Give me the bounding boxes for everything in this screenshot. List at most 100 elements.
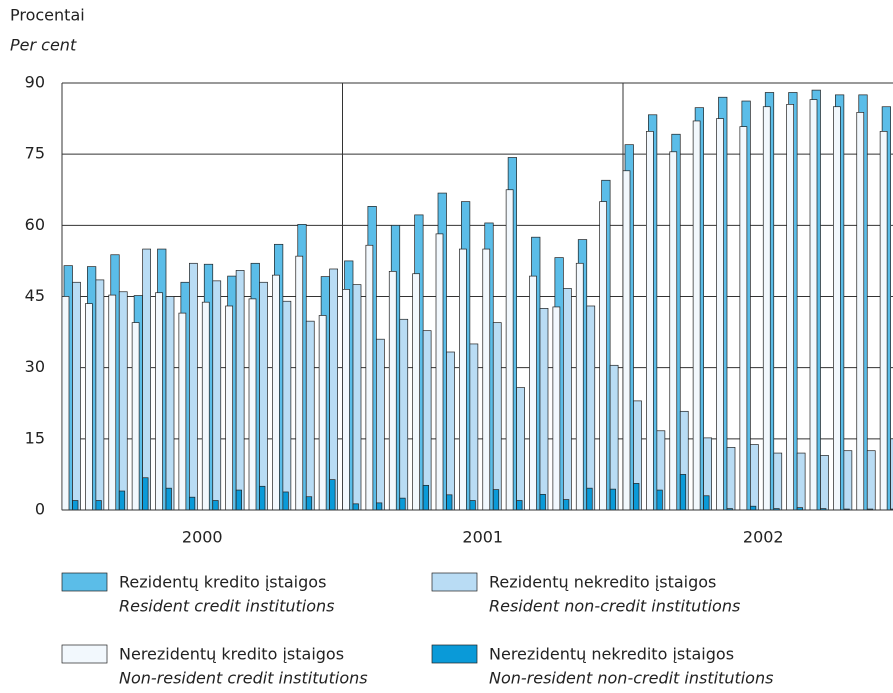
bar <box>282 491 289 511</box>
bar <box>646 131 654 511</box>
bar <box>879 131 888 511</box>
bar <box>342 289 350 511</box>
bar <box>212 280 222 511</box>
bar <box>516 500 523 511</box>
bar <box>189 496 196 511</box>
bar <box>750 444 759 511</box>
bar <box>108 294 117 511</box>
bar <box>365 244 374 511</box>
bar <box>762 106 771 511</box>
bar <box>833 106 841 511</box>
bar <box>235 489 242 511</box>
bar <box>305 320 315 511</box>
bar <box>669 151 678 511</box>
bar <box>118 490 126 511</box>
legend-swatch <box>61 572 108 592</box>
bar <box>295 255 304 511</box>
legend-label-en: Non-resident credit institutions <box>119 669 368 688</box>
bar <box>866 450 876 511</box>
bar <box>459 248 467 511</box>
y-tick-label: 0 <box>35 500 45 519</box>
bar <box>201 301 210 511</box>
bar <box>599 201 607 511</box>
bar <box>575 262 584 511</box>
bar <box>435 233 444 511</box>
bar <box>469 343 479 511</box>
bar <box>399 497 406 511</box>
bar <box>586 305 596 511</box>
bar <box>259 485 266 511</box>
bar <box>376 338 385 511</box>
legend-label-en: Resident non-credit institutions <box>489 597 740 616</box>
bar <box>716 118 724 511</box>
legend-label: Nerezidentų kredito įstaigos <box>119 645 344 664</box>
bar <box>505 189 514 511</box>
bar <box>656 489 663 511</box>
bar <box>539 308 549 511</box>
bar <box>539 493 546 511</box>
bar <box>329 268 338 511</box>
bar <box>388 271 397 511</box>
bar <box>563 499 570 511</box>
bar <box>225 305 233 511</box>
bar <box>248 298 257 511</box>
bar <box>189 262 198 511</box>
bar <box>178 312 187 511</box>
bar <box>739 126 748 511</box>
bar <box>352 284 362 511</box>
bar <box>165 487 172 511</box>
bar <box>272 274 280 511</box>
bar <box>609 488 616 511</box>
bar <box>820 455 829 511</box>
bar <box>516 387 525 511</box>
bar <box>155 292 163 511</box>
bar <box>856 112 865 511</box>
bar <box>786 103 794 511</box>
bar <box>773 452 783 511</box>
bar <box>142 477 149 511</box>
y-tick-label: 30 <box>25 357 45 376</box>
x-year-label: 2001 <box>462 528 503 547</box>
bar <box>282 300 292 511</box>
bar <box>633 483 640 511</box>
legend-label: Nerezidentų nekredito įstaigos <box>489 645 734 664</box>
bar <box>259 281 268 511</box>
bar <box>796 452 806 511</box>
bar <box>305 496 313 511</box>
y-tick-label: 75 <box>25 144 45 163</box>
bar <box>492 322 502 511</box>
bar <box>412 273 420 511</box>
legend-swatch <box>431 572 478 592</box>
bar <box>212 500 219 511</box>
legend-label: Rezidentų kredito įstaigos <box>119 573 326 592</box>
bar <box>529 275 537 511</box>
bar <box>235 270 245 511</box>
bar <box>72 500 79 511</box>
bar <box>809 99 818 511</box>
bar <box>692 120 701 511</box>
axis-title: Procentai <box>10 6 85 25</box>
bar <box>446 494 453 511</box>
bar <box>726 447 736 511</box>
bar <box>586 487 593 511</box>
bar <box>422 484 429 511</box>
bar <box>95 279 105 511</box>
bar <box>118 291 128 511</box>
bar <box>843 450 853 511</box>
y-tick-label: 45 <box>25 286 45 305</box>
bar <box>131 322 140 511</box>
bar <box>61 296 70 511</box>
y-tick-label: 90 <box>25 73 45 92</box>
legend-label: Rezidentų nekredito įstaigos <box>489 573 716 592</box>
bar <box>750 505 757 511</box>
bar <box>399 318 409 511</box>
bar <box>890 438 893 511</box>
bar <box>376 502 383 511</box>
bar <box>703 495 710 511</box>
bar <box>482 248 491 511</box>
bar <box>492 489 500 511</box>
bar <box>609 364 619 511</box>
bar <box>679 474 687 511</box>
bar <box>563 288 572 511</box>
